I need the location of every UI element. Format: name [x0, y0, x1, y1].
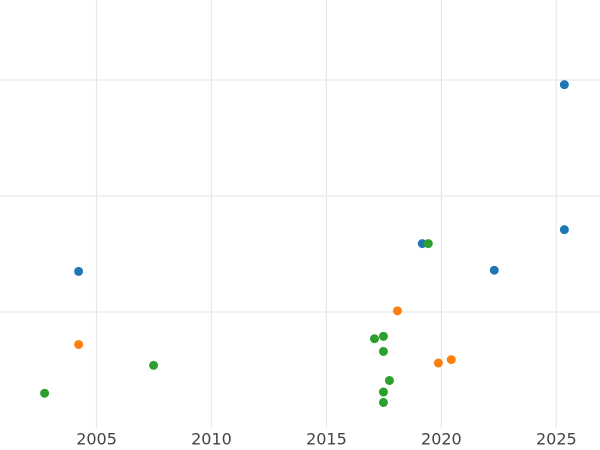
point: [384, 375, 394, 385]
point: [378, 397, 388, 407]
point: [40, 388, 50, 398]
point: [446, 355, 456, 365]
point: [378, 331, 388, 341]
point: [378, 387, 388, 397]
point: [74, 339, 84, 349]
point: [392, 306, 402, 316]
point: [559, 225, 569, 235]
x-tick-label: 2025: [536, 430, 577, 449]
x-tick-label: 2005: [76, 430, 117, 449]
x-tick-label: 2010: [191, 430, 232, 449]
point: [369, 334, 379, 344]
point: [149, 360, 159, 370]
point: [378, 346, 388, 356]
x-tick-label: 2015: [306, 430, 347, 449]
point: [489, 265, 499, 275]
point: [423, 239, 433, 249]
point: [74, 266, 84, 276]
x-tick-label: 2020: [421, 430, 462, 449]
point: [433, 358, 443, 368]
point: [559, 80, 569, 90]
